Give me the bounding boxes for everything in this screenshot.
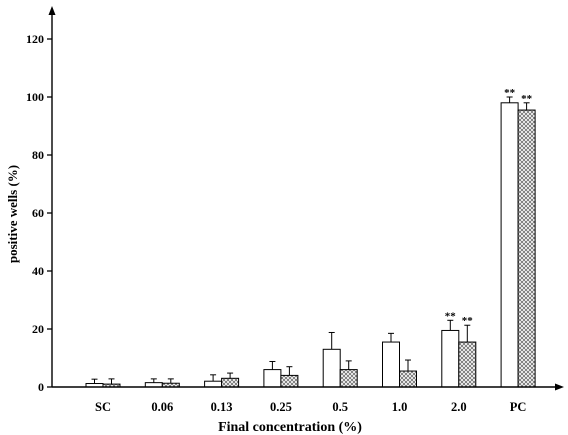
bar-open bbox=[500, 102, 519, 388]
y-tick-label: 80 bbox=[32, 148, 44, 162]
bar-hatched bbox=[280, 374, 299, 388]
bar-hatched bbox=[221, 377, 240, 388]
x-tick-label: 2.0 bbox=[451, 400, 467, 414]
y-axis-title: positive wells (%) bbox=[5, 165, 20, 263]
y-axis-arrow bbox=[48, 6, 56, 15]
x-tick-label: 1.0 bbox=[392, 400, 408, 414]
y-tick-label: 100 bbox=[26, 90, 44, 104]
x-tick-label: SC bbox=[95, 400, 111, 414]
y-tick-label: 20 bbox=[32, 322, 44, 336]
y-tick-label: 60 bbox=[32, 206, 44, 220]
y-tick-label: 120 bbox=[26, 32, 44, 46]
x-tick-label: 0.13 bbox=[211, 400, 233, 414]
significance-annotation: ** bbox=[504, 87, 516, 99]
axes bbox=[48, 6, 564, 391]
bar-hatched bbox=[517, 109, 536, 388]
significance-annotation: ** bbox=[462, 315, 474, 327]
bar-open bbox=[204, 380, 223, 388]
x-tick-label: 0.5 bbox=[332, 400, 348, 414]
x-tick-label: PC bbox=[510, 400, 527, 414]
y-tick-label: 40 bbox=[32, 264, 44, 278]
x-tick-label: 0.25 bbox=[270, 400, 292, 414]
significance-annotation: ** bbox=[521, 93, 533, 105]
y-tick-label: 0 bbox=[38, 380, 44, 394]
x-axis-title: Final concentration (%) bbox=[218, 420, 362, 435]
bar-hatched bbox=[339, 369, 358, 388]
significance-annotation: ** bbox=[445, 310, 457, 322]
bar-open bbox=[263, 369, 282, 388]
bar-open bbox=[441, 329, 460, 388]
x-tick-label: 0.06 bbox=[151, 400, 173, 414]
bar-hatched bbox=[399, 370, 417, 388]
bar-hatched bbox=[458, 341, 477, 388]
bar-open bbox=[382, 341, 400, 388]
x-axis-arrow bbox=[555, 383, 564, 391]
bar-open bbox=[322, 348, 341, 388]
